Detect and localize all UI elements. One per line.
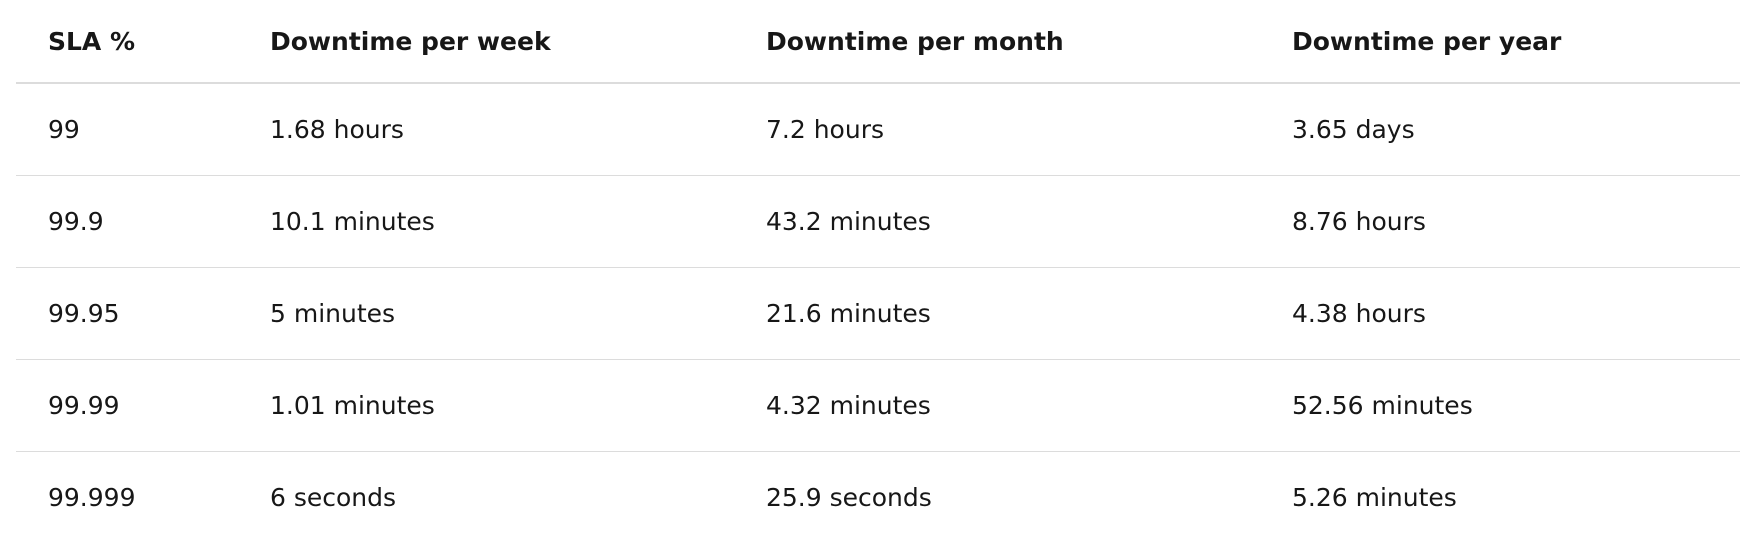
table-row: 99 1.68 hours 7.2 hours 3.65 days [16, 83, 1740, 176]
cell-downtime-week: 10.1 minutes [238, 175, 734, 268]
sla-downtime-table: SLA % Downtime per week Downtime per mon… [16, 0, 1740, 543]
table-body: 99 1.68 hours 7.2 hours 3.65 days 99.9 1… [16, 83, 1740, 543]
cell-downtime-week: 1.68 hours [238, 83, 734, 176]
cell-sla-percent: 99.99 [16, 359, 238, 452]
cell-downtime-month: 25.9 seconds [766, 483, 932, 512]
cell-downtime-week: 1.01 minutes [238, 359, 734, 452]
cell-downtime-year: 3.65 days [1260, 83, 1740, 176]
cell-downtime-year: 8.76 hours [1260, 175, 1740, 268]
header-sla-percent: SLA % [16, 0, 238, 84]
cell-downtime-month: 43.2 minutes [734, 175, 1260, 268]
cell-downtime-year: 52.56 minutes [1260, 359, 1740, 452]
cell-sla-percent: 99.9 [16, 175, 238, 268]
header-row: SLA % Downtime per week Downtime per mon… [16, 0, 1740, 84]
sla-downtime-table-container: SLA % Downtime per week Downtime per mon… [16, 0, 1740, 543]
cell-downtime-year: 4.38 hours [1260, 267, 1740, 360]
table-row: 99.9 10.1 minutes 43.2 minutes 8.76 hour… [16, 175, 1740, 268]
cell-downtime-week: 6 seconds [270, 483, 397, 512]
cell-sla-percent: 99.999 [48, 483, 136, 512]
table-header: SLA % Downtime per week Downtime per mon… [16, 0, 1740, 84]
table-row: 99.999 6 seconds 25.9 seconds 5.26 minut… [16, 452, 1740, 544]
cell-downtime-year: 5.26 minutes [1292, 483, 1457, 512]
table-row: 99.95 5 minutes 21.6 minutes 4.38 hours [16, 267, 1740, 360]
cell-downtime-week: 5 minutes [238, 267, 734, 360]
cell-downtime-month: 7.2 hours [734, 83, 1260, 176]
header-downtime-month: Downtime per month [734, 0, 1260, 84]
cell-downtime-month: 4.32 minutes [734, 359, 1260, 452]
header-downtime-year: Downtime per year [1260, 0, 1740, 84]
cell-sla-percent: 99 [16, 83, 238, 176]
table-row: 99.99 1.01 minutes 4.32 minutes 52.56 mi… [16, 359, 1740, 452]
cell-downtime-month: 21.6 minutes [734, 267, 1260, 360]
cell-sla-percent: 99.95 [16, 267, 238, 360]
header-downtime-week: Downtime per week [238, 0, 734, 84]
